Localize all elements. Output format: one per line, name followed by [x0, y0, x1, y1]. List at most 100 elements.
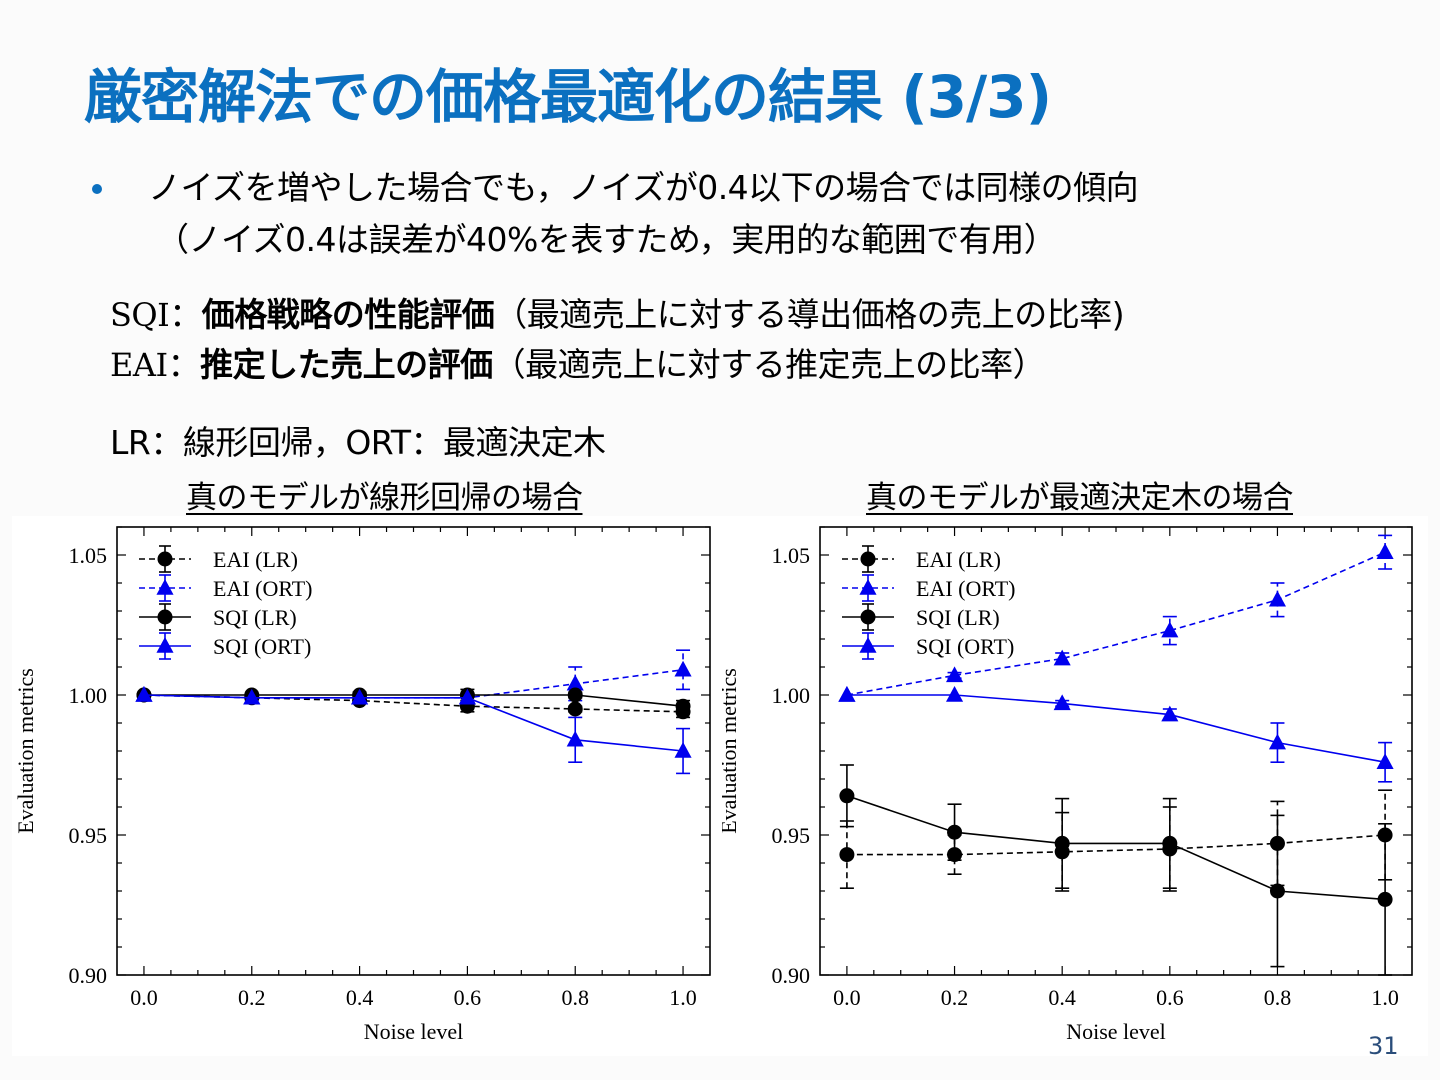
series-eai-lr	[136, 687, 691, 720]
definition-sqi: SQI：価格戦略の性能評価（最適売上に対する導出価格の売上の比率)	[110, 288, 1125, 336]
series-line	[846, 834, 1386, 856]
x-tick-label: 1.0	[1371, 985, 1399, 1010]
legend: EAI (LR) EAI (ORT) SQI (LR) SQI (ORT)	[139, 545, 312, 660]
definition-separator: ：	[169, 295, 202, 334]
y-tick-label: 0.95	[772, 823, 811, 848]
legend-label: SQI (ORT)	[213, 634, 311, 659]
slide-title: 厳密解法での価格最適化の結果 (3/3)	[84, 63, 1052, 131]
y-axis-label: Evaluation metrics	[13, 668, 38, 834]
x-tick-label: 0.6	[454, 985, 482, 1010]
x-tick-label: 0.4	[1048, 985, 1076, 1010]
series-eai-lr	[839, 789, 1393, 892]
x-tick-label: 0.6	[1156, 985, 1184, 1010]
data-point	[458, 688, 476, 705]
series-sqi-ort	[838, 686, 1394, 783]
legend-marker	[859, 637, 877, 653]
data-point	[1268, 733, 1287, 750]
data-point	[1377, 891, 1393, 907]
data-point	[1161, 705, 1179, 722]
definition-separator: ：	[167, 345, 201, 384]
legend-label: EAI (ORT)	[213, 576, 312, 601]
series-line	[846, 694, 1386, 763]
data-point	[674, 660, 692, 677]
x-tick-label: 0.8	[1264, 985, 1292, 1010]
definition-key: SQI	[110, 296, 170, 334]
data-point	[838, 686, 856, 702]
bullet-dot-icon	[92, 184, 102, 194]
legend-marker	[156, 637, 174, 653]
series-sqi-lr	[839, 764, 1393, 976]
chart-right-panel: 0.0 0.2 0.4 0.6 0.8 1.0 0.90 0.95 1.00 1.05 Noise …	[716, 516, 1428, 1056]
series-line	[143, 694, 684, 707]
data-point	[839, 788, 855, 804]
legend-label: SQI (LR)	[916, 605, 1000, 630]
data-point	[567, 701, 583, 717]
data-point	[1268, 590, 1287, 607]
chart-left-panel: 0.0 0.2 0.4 0.6 0.8 1.0 0.90 0.95 1.00 1.05 Noise …	[12, 516, 722, 1056]
data-point	[839, 847, 855, 863]
x-axis-label: Noise level	[1066, 1019, 1166, 1044]
y-tick-label: 1.00	[69, 683, 108, 708]
data-point	[351, 688, 369, 705]
definition-eai: EAI：推定した売上の評価（最適売上に対する推定売上の比率）	[110, 338, 1046, 386]
data-point	[1161, 621, 1179, 638]
legend-marker	[860, 551, 876, 567]
data-point	[947, 824, 963, 840]
x-tick-label: 1.0	[669, 985, 697, 1010]
series-line	[143, 694, 684, 752]
chart-right: 0.0 0.2 0.4 0.6 0.8 1.0 0.90 0.95 1.00 1.05 Noise …	[716, 526, 1413, 1044]
data-point	[566, 730, 584, 747]
data-point	[1053, 649, 1071, 666]
data-point	[243, 688, 261, 705]
bullet-line-2: （ノイズ0.4は誤差が40%を表すため，実用的な範囲で有用）	[156, 220, 1057, 259]
y-axis-label: Evaluation metrics	[722, 668, 741, 834]
legend-label: EAI (ORT)	[916, 576, 1015, 601]
legend-marker	[157, 551, 173, 567]
bullet-line-1: ノイズを増やした場合でも，ノイズが0.4以下の場合では同様の傾向	[148, 168, 1139, 207]
data-point	[1162, 835, 1178, 851]
x-tick-label: 0.2	[941, 985, 969, 1010]
data-point	[1053, 694, 1071, 711]
series-line	[143, 669, 684, 699]
legend-marker	[860, 609, 876, 625]
x-tick-label: 0.0	[833, 985, 861, 1010]
definition-bold: 推定した売上の評価	[200, 345, 493, 384]
y-tick-label: 0.90	[772, 963, 811, 988]
x-axis-label: Noise level	[364, 1019, 464, 1044]
data-point	[1054, 835, 1070, 851]
legend-label: SQI (LR)	[213, 605, 297, 630]
data-point	[567, 687, 583, 703]
x-tick-label: 0.0	[130, 985, 158, 1010]
y-tick-label: 1.05	[772, 543, 811, 568]
page-number: 31	[1368, 1032, 1399, 1060]
data-point	[945, 686, 964, 702]
abbreviation-note: LR：線形回帰，ORT：最適決定木	[110, 423, 606, 462]
series-line	[846, 551, 1386, 696]
chart-title-right: 真のモデルが最適決定木の場合	[866, 480, 1294, 516]
definition-bold: 価格戦略の性能評価	[201, 295, 495, 334]
y-tick-label: 1.00	[772, 683, 811, 708]
data-point	[1269, 883, 1285, 899]
definition-key: EAI	[110, 346, 168, 384]
chart-title-left: 真のモデルが線形回帰の場合	[186, 480, 583, 516]
data-point	[945, 666, 964, 683]
data-point	[1376, 543, 1394, 559]
series-sqi-ort	[135, 686, 692, 775]
legend-marker	[859, 579, 877, 595]
legend-marker	[156, 579, 174, 595]
data-point	[566, 674, 584, 691]
x-tick-label: 0.2	[238, 985, 266, 1010]
series-line	[846, 795, 1386, 901]
legend-marker	[157, 609, 173, 625]
y-tick-label: 1.05	[69, 543, 108, 568]
y-tick-label: 0.95	[69, 823, 108, 848]
data-point	[674, 742, 692, 758]
legend-label: EAI (LR)	[213, 547, 298, 572]
data-point	[135, 686, 153, 702]
x-tick-label: 0.4	[346, 985, 374, 1010]
data-point	[1376, 753, 1394, 769]
plot-frame	[116, 526, 711, 976]
data-point	[675, 698, 691, 714]
definition-desc: （最適売上に対する導出価格の売上の比率)	[494, 295, 1125, 334]
x-tick-label: 0.8	[561, 985, 589, 1010]
